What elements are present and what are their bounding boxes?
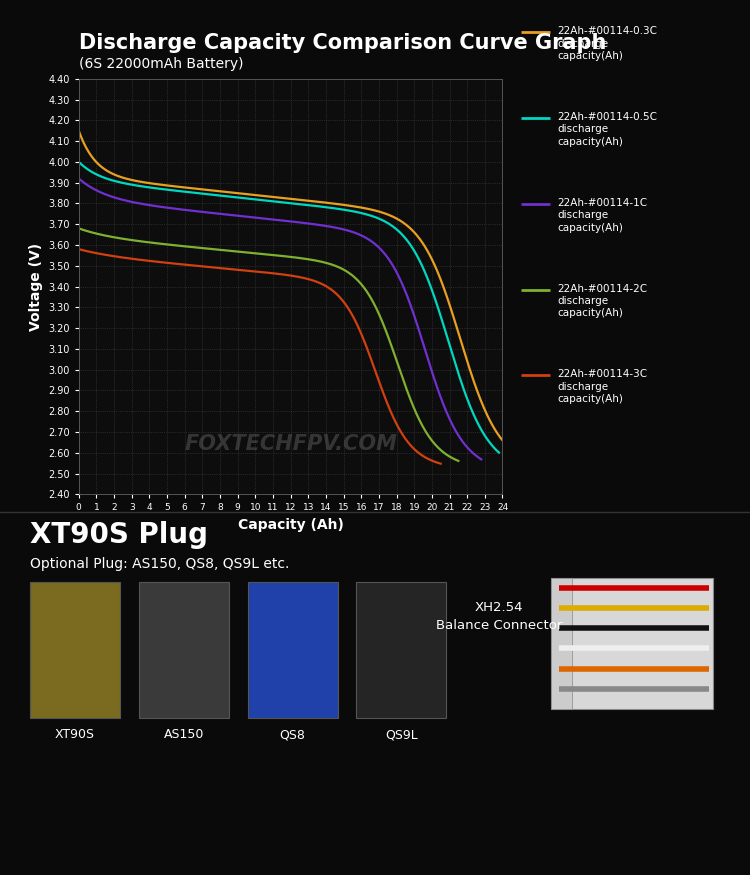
Text: XH2.54
Balance Connector: XH2.54 Balance Connector [436,601,562,633]
X-axis label: Capacity (Ah): Capacity (Ah) [238,518,344,532]
Text: 22Ah-#00114-1C
discharge
capacity(Ah): 22Ah-#00114-1C discharge capacity(Ah) [557,198,647,233]
Text: QS9L: QS9L [385,728,418,741]
Y-axis label: Voltage (V): Voltage (V) [28,242,43,331]
Text: FOXTECHFPV.COM: FOXTECHFPV.COM [184,435,397,454]
Text: 22Ah-#00114-2C
discharge
capacity(Ah): 22Ah-#00114-2C discharge capacity(Ah) [557,284,647,318]
Text: Optional Plug: AS150, QS8, QS9L etc.: Optional Plug: AS150, QS8, QS9L etc. [30,557,290,571]
Text: XT90S Plug: XT90S Plug [30,521,208,549]
Text: QS8: QS8 [280,728,305,741]
Text: XT90S: XT90S [55,728,95,741]
Text: 22Ah-#00114-0.3C
discharge
capacity(Ah): 22Ah-#00114-0.3C discharge capacity(Ah) [557,26,657,61]
Text: (6S 22000mAh Battery): (6S 22000mAh Battery) [79,57,243,71]
Text: AS150: AS150 [164,728,204,741]
Text: 22Ah-#00114-0.5C
discharge
capacity(Ah): 22Ah-#00114-0.5C discharge capacity(Ah) [557,112,657,147]
Text: 22Ah-#00114-3C
discharge
capacity(Ah): 22Ah-#00114-3C discharge capacity(Ah) [557,369,647,404]
Text: Discharge Capacity Comparison Curve Graph: Discharge Capacity Comparison Curve Grap… [79,33,606,53]
